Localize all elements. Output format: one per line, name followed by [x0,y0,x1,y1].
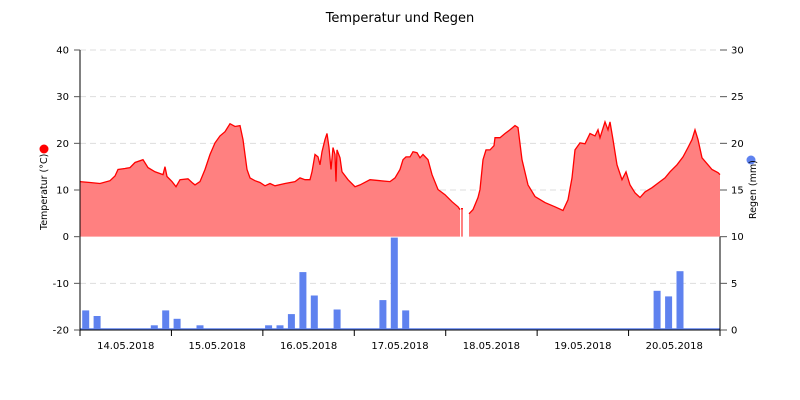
y-right-tick-label: 10 [731,232,744,243]
chart-title: Temperatur und Regen [325,11,475,26]
temperature-area [460,208,463,237]
x-tick-label: 14.05.2018 [97,341,154,352]
rain-bar [82,310,90,330]
rain-bar [310,295,318,330]
y-right-tick-label: 30 [731,46,744,57]
y-left-tick-label: -10 [53,279,69,290]
rain-bar [665,296,673,330]
y-right-axis-label: Regen (mm) [748,160,759,219]
x-tick-label: 15.05.2018 [189,341,246,352]
x-tick-label: 19.05.2018 [554,341,611,352]
y-right-tick-label: 15 [731,186,744,197]
temperature-line [468,119,721,215]
temperature-legend-dot-icon [39,144,49,154]
rain-bar [196,325,204,330]
rain-bar [379,300,387,330]
x-tick-label: 17.05.2018 [371,341,428,352]
y-left-tick-label: 10 [56,186,69,197]
y-left-tick-label: 20 [56,139,69,150]
temperature-area [80,123,460,237]
x-tick-label: 16.05.2018 [280,341,337,352]
rain-legend-dot-icon [746,155,756,165]
temperature-area [469,121,720,237]
y-right-tick-label: 5 [731,279,737,290]
y-right-tick-label: 20 [731,139,744,150]
rain-bar [676,271,684,330]
axes: 40 30 20 10 0 -10 -20 30 25 20 15 10 5 0 14.05.2018 15.… [53,46,744,353]
y-left-tick-label: 0 [63,232,69,243]
rain-bar [265,325,273,330]
rain-bar [276,325,284,330]
rain-bar [390,237,398,330]
x-tick-label: 18.05.2018 [463,341,520,352]
y-right-tick-label: 0 [731,326,737,337]
temperature-series [79,119,721,237]
rain-bar [173,318,181,330]
y-left-tick-label: -20 [53,326,69,337]
temperature-line [79,122,461,210]
grid-lines [80,49,720,284]
rain-bar [162,310,170,330]
rain-bar [402,310,410,330]
rain-bar [150,325,158,330]
rain-bar [299,272,307,330]
x-tick-label: 20.05.2018 [646,341,703,352]
rain-bar [333,309,341,330]
rain-bar [93,316,101,330]
y-left-tick-label: 30 [56,92,69,103]
y-left-axis-label: Temperatur (°C) [39,154,50,231]
rain-bar [653,290,661,330]
rain-series [80,237,720,330]
y-right-tick-label: 25 [731,92,744,103]
y-left-tick-label: 40 [56,46,69,57]
rain-bar [287,314,295,330]
